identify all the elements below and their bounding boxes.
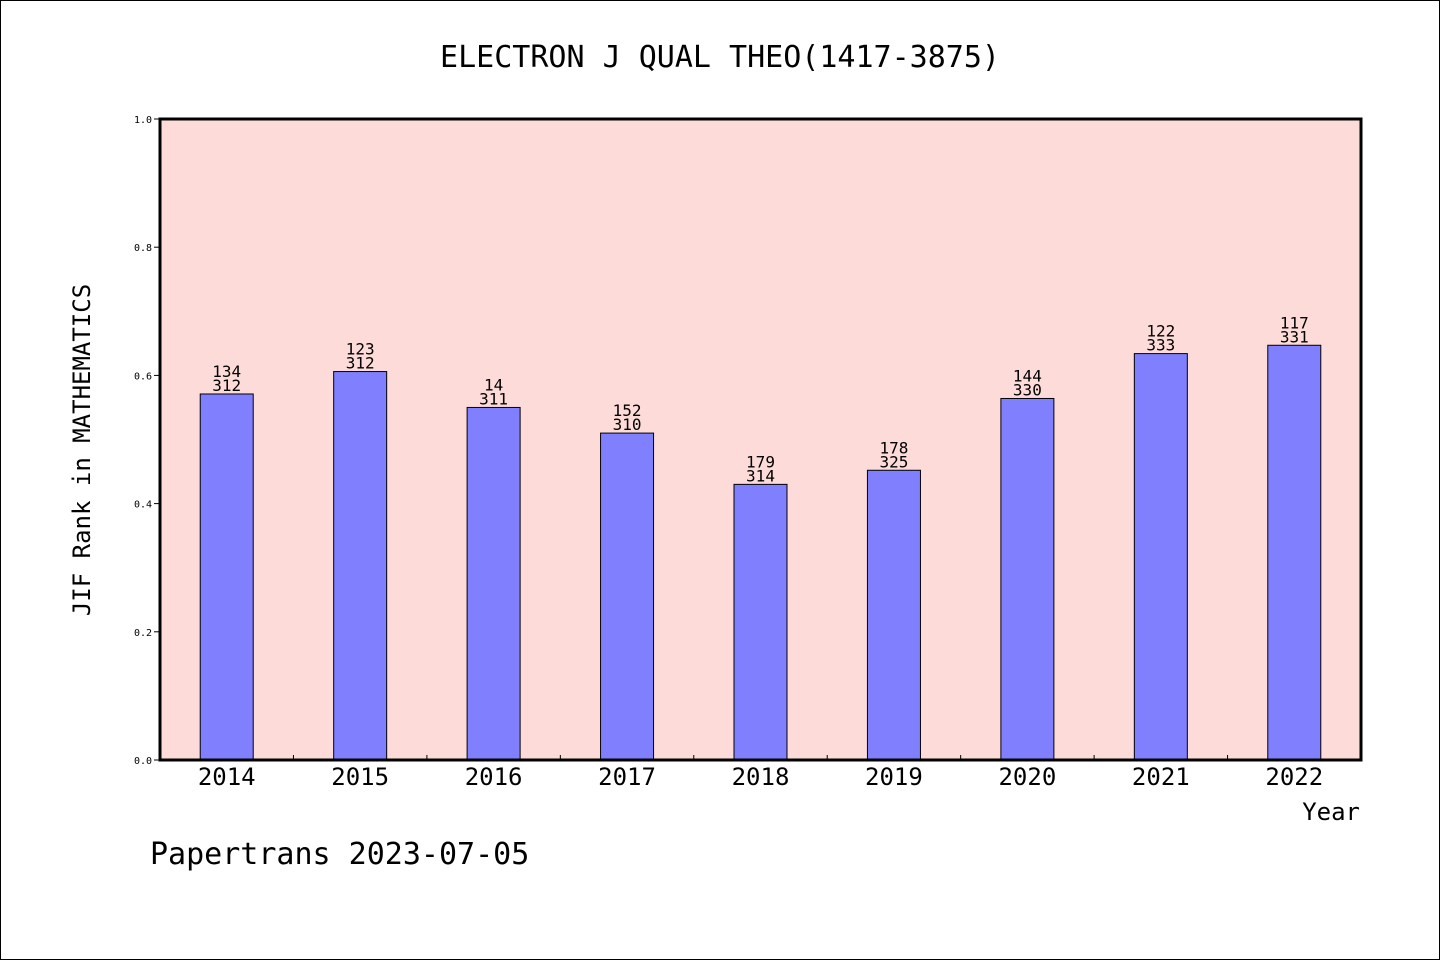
total-label-2016: 311 [479,389,508,408]
bar-2017 [600,432,655,761]
x-tick-label-2016: 2016 [465,763,523,791]
total-label-2014: 312 [212,376,241,395]
bar-2015 [333,371,388,761]
x-tick-label-2022: 2022 [1265,763,1323,791]
y-tick-label: 0.8 [134,243,152,254]
y-axis-label: JIF Rank in MATHEMATICS [68,284,96,616]
rank-label-2022: 117 [1280,313,1309,332]
y-tick-label: 0.2 [134,628,152,639]
rank-label-2018: 179 [746,452,775,471]
rank-label-2015: 123 [346,340,375,359]
rank-label-2017: 152 [613,401,642,420]
x-tick-label-2021: 2021 [1132,763,1190,791]
y-tick-label: 0.6 [134,371,152,382]
x-axis-label: Year [1302,798,1360,826]
total-label-2022: 331 [1280,327,1309,346]
bars-layer [199,344,1322,761]
rank-label-2021: 122 [1146,322,1175,341]
total-label-2015: 312 [346,354,375,373]
rank-label-2020: 144 [1013,366,1042,385]
bar-2018 [733,483,788,761]
x-tick-label-2019: 2019 [865,763,923,791]
bar-2021 [1133,353,1188,761]
y-tick-label: 1.0 [134,115,152,126]
x-tick-label-2020: 2020 [998,763,1056,791]
bar-2016 [466,406,521,761]
x-tick-label-2015: 2015 [331,763,389,791]
footer-text: Papertrans 2023-07-05 [150,837,529,872]
bar-2019 [866,469,921,761]
data-labels-layer: 1343121233121431115231017931417832514433… [212,313,1308,485]
bar-2020 [1000,397,1055,761]
x-tick-label-2014: 2014 [198,763,256,791]
bar-2022 [1267,344,1322,761]
y-tick-label: 0.4 [134,500,152,511]
total-label-2021: 333 [1146,336,1175,355]
x-tick-label-2018: 2018 [732,763,790,791]
total-label-2020: 330 [1013,380,1042,399]
bar-2014 [199,393,254,761]
rank-label-2016: 14 [484,375,503,394]
x-tick-label-2017: 2017 [598,763,656,791]
rank-label-2019: 178 [879,438,908,457]
chart-title: ELECTRON J QUAL THEO(1417-3875) [440,40,1000,75]
y-tick-label: 0.0 [134,756,152,767]
total-label-2018: 314 [746,466,775,485]
total-label-2019: 325 [879,452,908,471]
total-label-2017: 310 [613,415,642,434]
ticks-layer: 2014 2015 2016 2017 2018 2019 2020 2021 2022 0.0 0… [134,115,1323,791]
rank-label-2014: 134 [212,362,241,381]
plot-border [158,117,1363,762]
